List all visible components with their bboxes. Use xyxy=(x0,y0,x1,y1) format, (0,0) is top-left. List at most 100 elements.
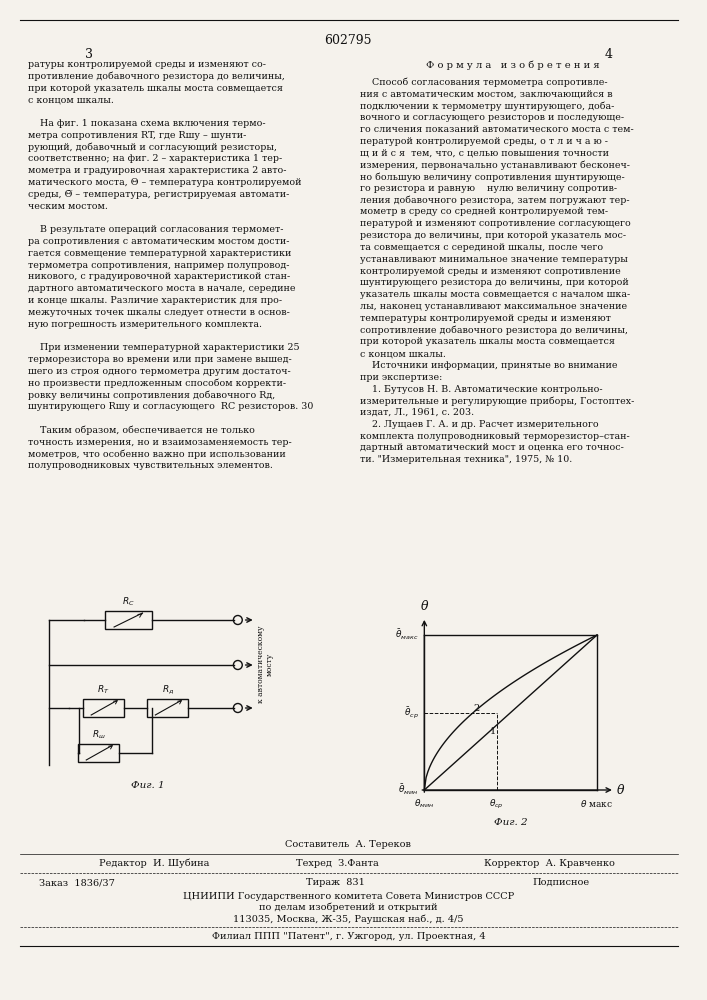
Text: ния с автоматическим мостом, заключающийся в: ния с автоматическим мостом, заключающий… xyxy=(360,90,613,99)
Bar xyxy=(105,611,152,629)
Text: указатель шкалы моста совмещается с началом шка-: указатель шкалы моста совмещается с нача… xyxy=(360,290,631,299)
Bar xyxy=(147,699,189,717)
Text: дартный автоматический мост и оценка его точнос-: дартный автоматический мост и оценка его… xyxy=(360,444,624,452)
Text: к автоматическому
мосту: к автоматическому мосту xyxy=(257,625,274,703)
Text: ления добавочного резистора, затем погружают тер-: ления добавочного резистора, затем погру… xyxy=(360,196,630,205)
Text: Корректор  А. Кравченко: Корректор А. Кравченко xyxy=(484,859,614,868)
Text: контролируемой среды и изменяют сопротивление: контролируемой среды и изменяют сопротив… xyxy=(360,266,621,275)
Text: $\theta_{ср}$: $\theta_{ср}$ xyxy=(489,798,504,811)
Text: θ: θ xyxy=(421,600,428,613)
Text: пературой и изменяют сопротивление согласующего: пературой и изменяют сопротивление согла… xyxy=(360,219,631,228)
Text: ти. "Измерительная техника", 1975, № 10.: ти. "Измерительная техника", 1975, № 10. xyxy=(360,455,573,464)
Text: $\theta$ макс: $\theta$ макс xyxy=(580,798,614,809)
Text: межуточных точек шкалы следует отнести в основ-: межуточных точек шкалы следует отнести в… xyxy=(28,308,289,317)
Text: В результате операций согласования термомет-: В результате операций согласования термо… xyxy=(28,225,283,234)
Text: Ф о р м у л а   и з о б р е т е н и я: Ф о р м у л а и з о б р е т е н и я xyxy=(426,60,600,70)
Text: с концом шкалы.: с концом шкалы. xyxy=(360,349,446,358)
Text: щ и й с я  тем, что, с целью повышения точности: щ и й с я тем, что, с целью повышения то… xyxy=(360,148,609,157)
Text: точность измерения, но и взаимозаменяемость тер-: точность измерения, но и взаимозаменяемо… xyxy=(28,438,291,447)
Text: 1. Бутусов Н. В. Автоматические контрольно-: 1. Бутусов Н. В. Автоматические контроль… xyxy=(360,384,603,393)
Text: матического моста, Θ – температура контролируемой: матического моста, Θ – температура контр… xyxy=(28,178,301,187)
Text: 4: 4 xyxy=(605,48,613,61)
Text: ра сопротивления с автоматическим мостом дости-: ра сопротивления с автоматическим мостом… xyxy=(28,237,289,246)
Text: подключении к термометру шунтирующего, доба-: подключении к термометру шунтирующего, д… xyxy=(360,101,614,111)
Text: та совмещается с серединой шкалы, после чего: та совмещается с серединой шкалы, после … xyxy=(360,243,603,252)
Text: $\bar{\theta}_{макс}$: $\bar{\theta}_{макс}$ xyxy=(395,628,419,642)
Text: ную погрешность измерительного комплекта.: ную погрешность измерительного комплекта… xyxy=(28,320,262,329)
Text: при которой указатель шкалы моста совмещается: при которой указатель шкалы моста совмещ… xyxy=(28,84,283,93)
Text: $R_T$: $R_T$ xyxy=(98,684,110,696)
Text: 2: 2 xyxy=(474,704,480,713)
Text: 2. Лущаев Г. А. и др. Расчет измерительного: 2. Лущаев Г. А. и др. Расчет измерительн… xyxy=(360,420,599,429)
Text: Источники информации, принятые во внимание: Источники информации, принятые во вниман… xyxy=(360,361,618,370)
Text: $\theta_{мин}$: $\theta_{мин}$ xyxy=(414,798,435,810)
Text: ратуры контролируемой среды и изменяют со-: ратуры контролируемой среды и изменяют с… xyxy=(28,60,266,69)
Text: го сличения показаний автоматического моста с тем-: го сличения показаний автоматического мо… xyxy=(360,125,634,134)
Text: $\bar{\theta}_{ср}$: $\bar{\theta}_{ср}$ xyxy=(404,705,419,720)
Text: Техред  З.Фанта: Техред З.Фанта xyxy=(296,859,379,868)
Text: Фиг. 1: Фиг. 1 xyxy=(132,781,165,790)
Text: Редактор  И. Шубина: Редактор И. Шубина xyxy=(99,859,209,868)
Bar xyxy=(78,744,119,762)
Text: противление добавочного резистора до величины,: противление добавочного резистора до вел… xyxy=(28,72,284,81)
Text: ческим мостом.: ческим мостом. xyxy=(28,202,107,211)
Text: мометр в среду со средней контролируемой тем-: мометр в среду со средней контролируемой… xyxy=(360,208,608,217)
Text: Таким образом, обеспечивается не только: Таким образом, обеспечивается не только xyxy=(28,426,255,435)
Text: Филиал ППП "Патент", г. Ужгород, ул. Проектная, 4: Филиал ППП "Патент", г. Ужгород, ул. Про… xyxy=(211,932,485,941)
Text: Подписное: Подписное xyxy=(533,878,590,887)
Text: $R_{ш}$: $R_{ш}$ xyxy=(92,728,105,741)
Text: при которой указатель шкалы моста совмещается: при которой указатель шкалы моста совмещ… xyxy=(360,337,615,346)
Text: и конце шкалы. Различие характеристик для про-: и конце шкалы. Различие характеристик дл… xyxy=(28,296,282,305)
Text: дартного автоматического моста в начале, середине: дартного автоматического моста в начале,… xyxy=(28,284,295,293)
Text: по делам изобретений и открытий: по делам изобретений и открытий xyxy=(259,903,438,912)
Text: соответственно; на фиг. 2 – характеристика 1 тер-: соответственно; на фиг. 2 – характеристи… xyxy=(28,154,282,163)
Text: Тираж  831: Тираж 831 xyxy=(306,878,365,887)
Text: $R_д$: $R_д$ xyxy=(162,683,174,696)
Text: шего из строя одного термометра другим достаточ-: шего из строя одного термометра другим д… xyxy=(28,367,291,376)
Text: Способ согласования термометра сопротивле-: Способ согласования термометра сопротивл… xyxy=(360,78,608,87)
Text: резистора до величины, при которой указатель мос-: резистора до величины, при которой указа… xyxy=(360,231,626,240)
Text: издат, Л., 1961, с. 203.: издат, Л., 1961, с. 203. xyxy=(360,408,474,417)
Text: измерения, первоначально устанавливают бесконеч-: измерения, первоначально устанавливают б… xyxy=(360,160,630,170)
Text: термометра сопротивления, например полупровод-: термометра сопротивления, например полуп… xyxy=(28,261,289,270)
Text: ЦНИИПИ Государственного комитета Совета Министров СССР: ЦНИИПИ Государственного комитета Совета … xyxy=(182,892,514,901)
Text: 3: 3 xyxy=(85,48,93,61)
Bar xyxy=(83,699,124,717)
Text: ровку величины сопротивления добавочного Rд,: ровку величины сопротивления добавочного… xyxy=(28,390,275,400)
Text: сопротивление добавочного резистора до величины,: сопротивление добавочного резистора до в… xyxy=(360,326,629,335)
Text: температуры контролируемой среды и изменяют: температуры контролируемой среды и измен… xyxy=(360,314,611,323)
Text: комплекта полупроводниковый терморезистор–стан-: комплекта полупроводниковый терморезисто… xyxy=(360,432,630,441)
Text: При изменении температурной характеристики 25: При изменении температурной характеристи… xyxy=(28,343,299,352)
Text: гается совмещение температурной характеристики: гается совмещение температурной характер… xyxy=(28,249,291,258)
Text: измерительные и регулирующие приборы, Гостоптех-: измерительные и регулирующие приборы, Го… xyxy=(360,396,635,406)
Text: го резистора и равную    нулю величину сопротив-: го резистора и равную нулю величину сопр… xyxy=(360,184,617,193)
Text: шунтирующего Rшу и согласующего  RC резисторов. 30: шунтирующего Rшу и согласующего RC резис… xyxy=(28,402,313,411)
Text: $\bar{\theta}_{мин}$: $\bar{\theta}_{мин}$ xyxy=(398,783,419,797)
Text: но большую величину сопротивления шунтирующе-: но большую величину сопротивления шунтир… xyxy=(360,172,625,182)
Text: с концом шкалы.: с концом шкалы. xyxy=(28,95,114,104)
Text: среды, Θ̅ – температура, регистрируемая автомати-: среды, Θ̅ – температура, регистрируемая … xyxy=(28,190,289,199)
Text: шунтирующего резистора до величины, при которой: шунтирующего резистора до величины, при … xyxy=(360,278,629,287)
Text: Фиг. 2: Фиг. 2 xyxy=(494,818,527,827)
Text: 602795: 602795 xyxy=(325,34,372,47)
Text: Заказ  1836/37: Заказ 1836/37 xyxy=(40,878,115,887)
Text: но произвести предложенным способом корректи-: но произвести предложенным способом корр… xyxy=(28,379,286,388)
Text: метра сопротивления RT, где Rшу – шунти-: метра сопротивления RT, где Rшу – шунти- xyxy=(28,131,246,140)
Text: никового, с градуировочной характеристикой стан-: никового, с градуировочной характеристик… xyxy=(28,272,290,281)
Text: мометров, что особенно важно при использовании: мометров, что особенно важно при использ… xyxy=(28,449,286,459)
Text: мометра и градуировочная характеристика 2 авто-: мометра и градуировочная характеристика … xyxy=(28,166,286,175)
Text: пературой контролируемой среды, о т л и ч а ю -: пературой контролируемой среды, о т л и … xyxy=(360,137,608,146)
Text: полупроводниковых чувствительных элементов.: полупроводниковых чувствительных элемент… xyxy=(28,461,272,470)
Text: лы, наконец устанавливают максимальное значение: лы, наконец устанавливают максимальное з… xyxy=(360,302,627,311)
Text: рующий, добавочный и согласующий резисторы,: рующий, добавочный и согласующий резисто… xyxy=(28,143,276,152)
Text: терморезистора во времени или при замене вышед-: терморезистора во времени или при замене… xyxy=(28,355,291,364)
Text: вочного и согласующего резисторов и последующе-: вочного и согласующего резисторов и посл… xyxy=(360,113,624,122)
Text: 1: 1 xyxy=(490,727,496,736)
Text: Составитель  А. Тереков: Составитель А. Тереков xyxy=(286,840,411,849)
Text: $R_C$: $R_C$ xyxy=(122,595,134,608)
Text: устанавливают минимальное значение температуры: устанавливают минимальное значение темпе… xyxy=(360,255,628,264)
Text: при экспертизе:: при экспертизе: xyxy=(360,373,443,382)
Text: 113035, Москва, Ж-35, Раушская наб., д. 4/5: 113035, Москва, Ж-35, Раушская наб., д. … xyxy=(233,914,464,924)
Text: θ: θ xyxy=(617,784,624,796)
Text: На фиг. 1 показана схема включения термо-: На фиг. 1 показана схема включения термо… xyxy=(28,119,265,128)
